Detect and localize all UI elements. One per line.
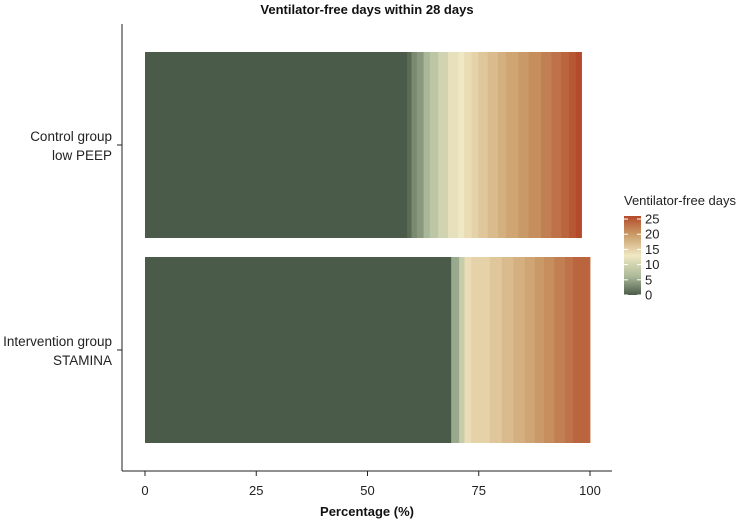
bar-segment bbox=[497, 52, 507, 238]
bar-segment bbox=[471, 257, 491, 443]
bar-segment bbox=[534, 257, 545, 443]
bar-segment bbox=[464, 52, 473, 238]
bar-segment bbox=[448, 52, 459, 238]
y-axis-categories: Control group low PEEP Intervention group S… bbox=[3, 129, 122, 368]
bar-segment bbox=[145, 52, 408, 238]
bar-segment bbox=[544, 257, 555, 443]
bar-segment bbox=[478, 52, 489, 238]
legend-tick-label: 0 bbox=[645, 288, 652, 303]
bar-segment bbox=[438, 52, 449, 238]
x-axis-ticks: 0 25 50 75 100 bbox=[141, 471, 601, 498]
bar-segment bbox=[429, 52, 439, 238]
bar-segment bbox=[541, 52, 552, 238]
legend-tick-label: 5 bbox=[645, 272, 652, 287]
bar-segment bbox=[407, 52, 412, 238]
bars-layer bbox=[145, 52, 591, 443]
bar-segment bbox=[416, 52, 424, 238]
bar-segment bbox=[573, 257, 591, 443]
bar-segment bbox=[554, 257, 566, 443]
bar-segment bbox=[451, 257, 460, 443]
bar-segment bbox=[471, 52, 479, 238]
x-axis-title: Percentage (%) bbox=[320, 504, 414, 519]
legend-tick-label: 10 bbox=[645, 257, 659, 272]
bar-segment bbox=[565, 257, 574, 443]
x-tick-label: 50 bbox=[360, 483, 374, 498]
category-label-line1: Intervention group bbox=[3, 334, 112, 349]
bar-segment bbox=[423, 52, 431, 238]
legend-title: Ventilator-free days bbox=[624, 193, 737, 208]
bar-segment bbox=[518, 52, 529, 238]
bar-segment bbox=[528, 52, 542, 238]
category-label-line2: STAMINA bbox=[53, 353, 112, 368]
chart-title: Ventilator-free days within 28 days bbox=[260, 2, 473, 17]
bar-segment bbox=[489, 257, 503, 443]
bar-segment bbox=[501, 257, 514, 443]
bar-segment bbox=[524, 257, 536, 443]
legend-tick-label: 20 bbox=[645, 227, 659, 242]
bar-segment bbox=[551, 52, 562, 238]
bar-segment bbox=[561, 52, 570, 238]
x-tick-label: 75 bbox=[472, 483, 486, 498]
bar-segment bbox=[569, 52, 577, 238]
bar-segment bbox=[505, 52, 519, 238]
bar-segment bbox=[513, 257, 525, 443]
bar-segment bbox=[459, 257, 465, 443]
bar-segment bbox=[464, 257, 472, 443]
legend-tick-label: 25 bbox=[645, 212, 659, 227]
bar-segment bbox=[487, 52, 499, 238]
bar-segment bbox=[575, 52, 582, 238]
bar-segment bbox=[145, 257, 452, 443]
x-tick-label: 25 bbox=[249, 483, 263, 498]
bar-segment bbox=[458, 52, 465, 238]
x-tick-label: 100 bbox=[579, 483, 601, 498]
x-tick-label: 0 bbox=[141, 483, 148, 498]
category-label-line1: Control group bbox=[30, 129, 112, 144]
category-label-line2: low PEEP bbox=[52, 148, 112, 163]
bar-segment bbox=[411, 52, 418, 238]
legend-tick-label: 15 bbox=[645, 242, 659, 257]
legend-colorbar bbox=[624, 216, 641, 295]
